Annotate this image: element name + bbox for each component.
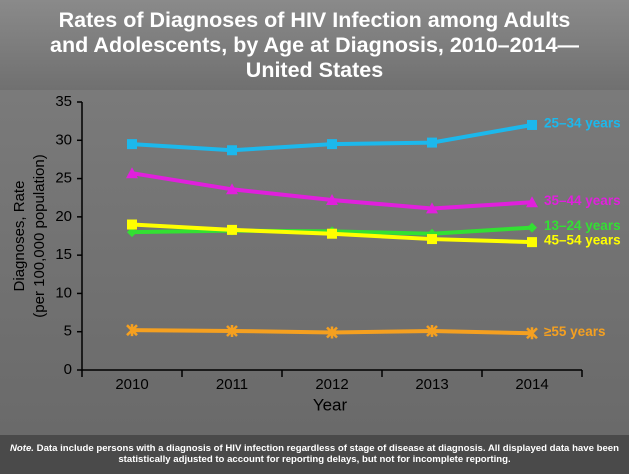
x-tick-label: 2013	[415, 376, 448, 393]
note-text: Data include persons with a diagnosis of…	[36, 443, 619, 465]
y-tick-label: 20	[55, 208, 72, 225]
marker	[326, 194, 338, 206]
marker	[126, 324, 138, 337]
marker	[226, 324, 238, 337]
series-label: ≥55 years	[544, 324, 605, 339]
chart-title: Rates of Diagnoses of HIV Infection amon…	[50, 8, 579, 82]
x-tick-label: 2011	[216, 376, 248, 393]
marker	[527, 237, 537, 248]
chart: Diagnoses, Rate (per 100,000 population)…	[11, 93, 621, 415]
marker	[127, 139, 137, 150]
marker	[227, 145, 237, 156]
marker	[427, 234, 437, 245]
series-label: 13–24 years	[544, 218, 621, 233]
marker	[427, 137, 437, 148]
note-lead: Note.	[9, 443, 34, 454]
marker	[327, 228, 337, 239]
y-tick-label: 0	[64, 361, 72, 378]
series-label: 45–54 years	[544, 233, 621, 248]
series-label: 35–44 years	[544, 193, 621, 208]
plot-background	[0, 90, 629, 435]
marker	[127, 219, 137, 230]
y-tick-label: 5	[64, 323, 72, 340]
y-tick-label: 25	[55, 170, 72, 187]
marker	[326, 326, 338, 339]
y-tick-label: 35	[55, 93, 72, 110]
marker	[127, 227, 137, 238]
footnote: Note. Data include persons with a diagno…	[6, 443, 623, 465]
marker	[227, 224, 237, 235]
marker	[526, 327, 538, 340]
x-tick-label: 2010	[115, 376, 148, 393]
x-tick-label: 2014	[515, 376, 548, 393]
marker	[426, 324, 438, 337]
series-label: 25–34 years	[544, 116, 621, 131]
marker	[426, 202, 438, 214]
y-axis-label: (per 100,000 population)	[31, 154, 48, 317]
x-tick-label: 2012	[315, 376, 348, 393]
marker	[527, 222, 537, 233]
y-tick-label: 10	[55, 284, 72, 301]
title-band	[0, 0, 629, 90]
marker	[126, 167, 138, 179]
marker	[226, 183, 238, 195]
marker	[527, 119, 537, 130]
y-tick-label: 15	[55, 246, 72, 263]
note-band	[0, 435, 629, 474]
y-axis-label: Diagnoses, Rate	[11, 181, 28, 292]
x-axis-label: Year	[313, 395, 348, 414]
marker	[526, 196, 538, 208]
marker	[327, 139, 337, 150]
y-tick-label: 30	[55, 131, 72, 148]
